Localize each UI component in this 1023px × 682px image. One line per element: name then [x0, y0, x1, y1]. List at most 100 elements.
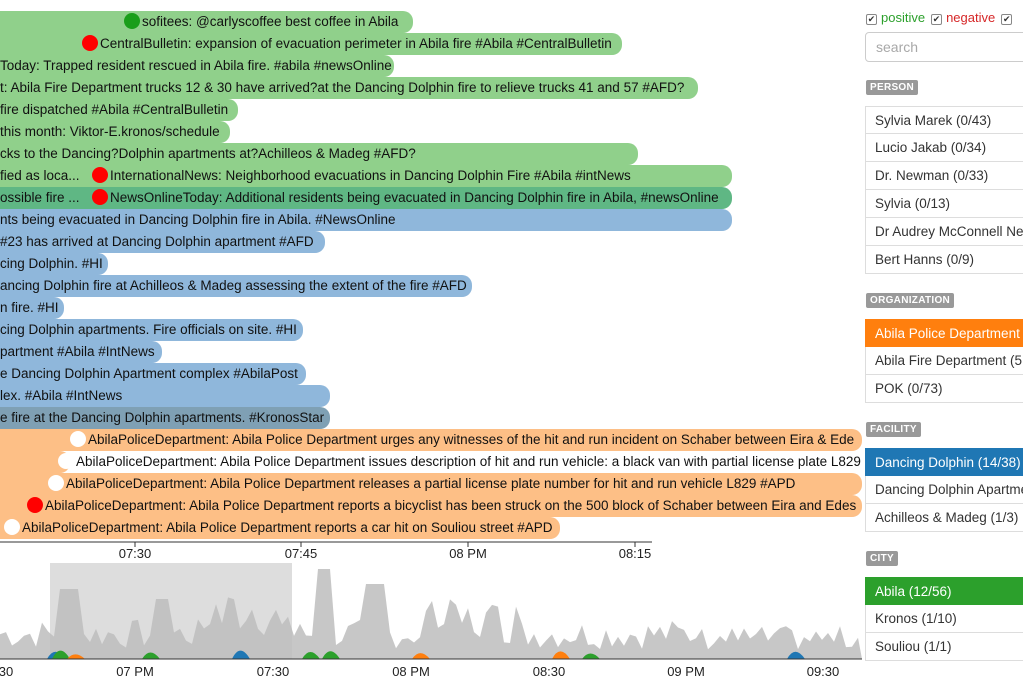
message-bar[interactable]: partment #Abila #IntNews — [0, 341, 162, 363]
facet-header: FACILITY — [866, 422, 921, 437]
message-text: partment #Abila #IntNews — [0, 344, 155, 359]
sentiment-dot — [48, 475, 64, 491]
message-bar[interactable]: AbilaPoliceDepartment: Abila Police Depa… — [0, 495, 862, 517]
message-bar[interactable]: ancing Dolphin fire at Achilleos & Madeg… — [0, 275, 472, 297]
facet-item[interactable]: Abila (12/56) — [865, 577, 1023, 605]
sentiment-filter-checkbox[interactable]: ✔ negative — [931, 10, 995, 25]
axis-tick-label: 09 PM — [667, 664, 705, 679]
facet-header: CITY — [866, 551, 898, 566]
facet-item[interactable]: Sylvia (0/13) — [865, 190, 1023, 218]
sentiment-dot — [92, 189, 108, 205]
message-bar[interactable]: fire dispatched #Abila #CentralBulletin — [0, 99, 238, 121]
message-text: #23 has arrived at Dancing Dolphin apart… — [0, 234, 314, 249]
sentiment-dot — [70, 431, 86, 447]
axis-tick-label: 07:30 — [257, 664, 290, 679]
volume-area — [0, 569, 862, 659]
message-bar[interactable]: lex. #Abila #IntNews — [0, 385, 330, 407]
sentiment-dot — [27, 497, 43, 513]
message-bar[interactable]: Today: Trapped resident rescued in Abila… — [0, 55, 394, 77]
sentiment-dot — [124, 13, 140, 29]
message-bar[interactable]: cing Dolphin apartments. Fire officials … — [0, 319, 303, 341]
message-text: fire dispatched #Abila #CentralBulletin — [0, 102, 229, 117]
facet-item[interactable]: Kronos (1/10) — [865, 605, 1023, 633]
facet-item[interactable]: Souliou (1/1) — [865, 633, 1023, 661]
message-bar[interactable]: AbilaPoliceDepartment: Abila Police Depa… — [0, 429, 862, 451]
filter-label: positive — [881, 10, 926, 25]
message-bar[interactable]: fied as loca... — [0, 165, 732, 187]
context-chart[interactable]: 30 07 PM 07:30 08 PM 08:30 09 PM 09:30 — [0, 560, 862, 682]
message-bar[interactable]: #23 has arrived at Dancing Dolphin apart… — [0, 231, 325, 253]
message-bar[interactable]: e Dancing Dolphin Apartment complex #Abi… — [0, 363, 306, 385]
sentiment-filters: ✔ positive ✔ negative ✔ — [866, 10, 1022, 25]
message-text: ossible fire ... — [0, 190, 80, 205]
search-input[interactable] — [865, 32, 1023, 62]
message-text: sofitees: @carlyscoffee best coffee in A… — [142, 14, 399, 29]
facet-item[interactable]: Bert Hanns (0/9) — [865, 246, 1023, 274]
facet-header: PERSON — [866, 80, 919, 95]
filter-label: negative — [946, 10, 996, 25]
message-bar[interactable]: CentralBulletin: expansion of evacuation… — [0, 33, 622, 55]
category-area — [52, 650, 70, 659]
message-bar[interactable]: NewsOnlineToday: Additional residents be… — [92, 187, 731, 209]
message-text: AbilaPoliceDepartment: Abila Police Depa… — [88, 432, 855, 447]
message-bar[interactable]: AbilaPoliceDepartment: Abila Police Depa… — [0, 473, 862, 495]
facet-item[interactable]: Dancing Dolphin Apartme — [865, 476, 1023, 504]
facet-item[interactable]: Dr Audrey McConnell Ne — [865, 218, 1023, 246]
checkbox-icon[interactable]: ✔ — [931, 14, 943, 25]
category-area — [552, 651, 570, 659]
facet-item[interactable]: Achilleos & Madeg (1/3) — [865, 504, 1023, 532]
axis-tick-label: 09:30 — [807, 664, 840, 679]
message-text: AbilaPoliceDepartment: Abila Police Depa… — [76, 454, 861, 469]
message-text: cks to the Dancing?Dolphin apartments at… — [0, 146, 416, 161]
facet-item[interactable]: POK (0/73) — [865, 375, 1023, 403]
message-bar[interactable]: AbilaPoliceDepartment: Abila Police Depa… — [0, 451, 861, 473]
message-bar[interactable]: t: Abila Fire Department trucks 12 & 30 … — [0, 77, 698, 99]
facet-item[interactable]: Sylvia Marek (0/43) — [865, 106, 1023, 134]
sentiment-dot — [82, 35, 98, 51]
message-bar[interactable]: cks to the Dancing?Dolphin apartments at… — [0, 143, 638, 165]
message-timeline: sofitees: @carlyscoffee best coffee in A… — [0, 11, 862, 539]
sentiment-dot — [92, 167, 108, 183]
facet-item[interactable]: Dr. Newman (0/33) — [865, 162, 1023, 190]
message-text: NewsOnlineToday: Additional residents be… — [110, 190, 719, 205]
facet-list: Abila Police Department Abila Fire Depart… — [865, 319, 1023, 403]
message-text: fied as loca... — [0, 168, 80, 183]
facet-item[interactable]: Dancing Dolphin (14/38) — [865, 448, 1023, 476]
axis-tick-label: 30 — [0, 664, 13, 679]
axis-tick-label: 07:45 — [285, 546, 318, 561]
category-area — [142, 652, 160, 659]
message-bar[interactable]: this month: Viktor-E.kronos/schedule — [0, 121, 230, 143]
category-area — [302, 652, 320, 659]
sentiment-dot — [4, 519, 20, 535]
message-text: CentralBulletin: expansion of evacuation… — [100, 36, 612, 51]
message-bar[interactable]: InternationalNews: Neighborhood evacuati… — [92, 165, 643, 187]
message-bar[interactable]: cing Dolphin. #HI — [0, 253, 108, 275]
axis-tick-label: 08:30 — [533, 664, 566, 679]
message-bar[interactable]: n fire. #HI — [0, 297, 64, 319]
sentiment-dot — [58, 453, 74, 469]
message-bar[interactable]: sofitees: @carlyscoffee best coffee in A… — [0, 11, 413, 33]
message-bar[interactable]: e fire at the Dancing Dolphin apartments… — [0, 407, 330, 429]
message-bar[interactable]: AbilaPoliceDepartment: Abila Police Depa… — [0, 517, 560, 539]
category-area — [232, 650, 250, 659]
message-text: Today: Trapped resident rescued in Abila… — [0, 58, 392, 73]
axis-tick-label: 08 PM — [392, 664, 430, 679]
message-text: e fire at the Dancing Dolphin apartments… — [0, 410, 325, 425]
sentiment-filter-checkbox[interactable]: ✔ positive — [866, 10, 925, 25]
message-bar[interactable]: ossible fire ... — [0, 187, 732, 209]
message-text: AbilaPoliceDepartment: Abila Police Depa… — [45, 498, 857, 513]
facet-item[interactable]: Abila Police Department — [865, 319, 1023, 347]
message-text: InternationalNews: Neighborhood evacuati… — [110, 168, 631, 183]
message-bar[interactable]: nts being evacuated in Dancing Dolphin f… — [0, 209, 732, 231]
checkbox-icon[interactable]: ✔ — [1001, 14, 1013, 25]
message-text: AbilaPoliceDepartment: Abila Police Depa… — [22, 520, 553, 535]
axis-tick-label: 08 PM — [449, 546, 487, 561]
message-text: cing Dolphin. #HI — [0, 256, 103, 271]
sentiment-filter-checkbox[interactable]: ✔ — [1001, 10, 1016, 25]
checkbox-icon[interactable]: ✔ — [866, 14, 877, 25]
facet-header: ORGANIZATION — [866, 293, 955, 308]
facet-item[interactable]: Lucio Jakab (0/34) — [865, 134, 1023, 162]
facet-list: Abila (12/56) Kronos (1/10) Souliou (1/1) — [865, 577, 1023, 661]
facet-item[interactable]: Abila Fire Department (5 — [865, 347, 1023, 375]
